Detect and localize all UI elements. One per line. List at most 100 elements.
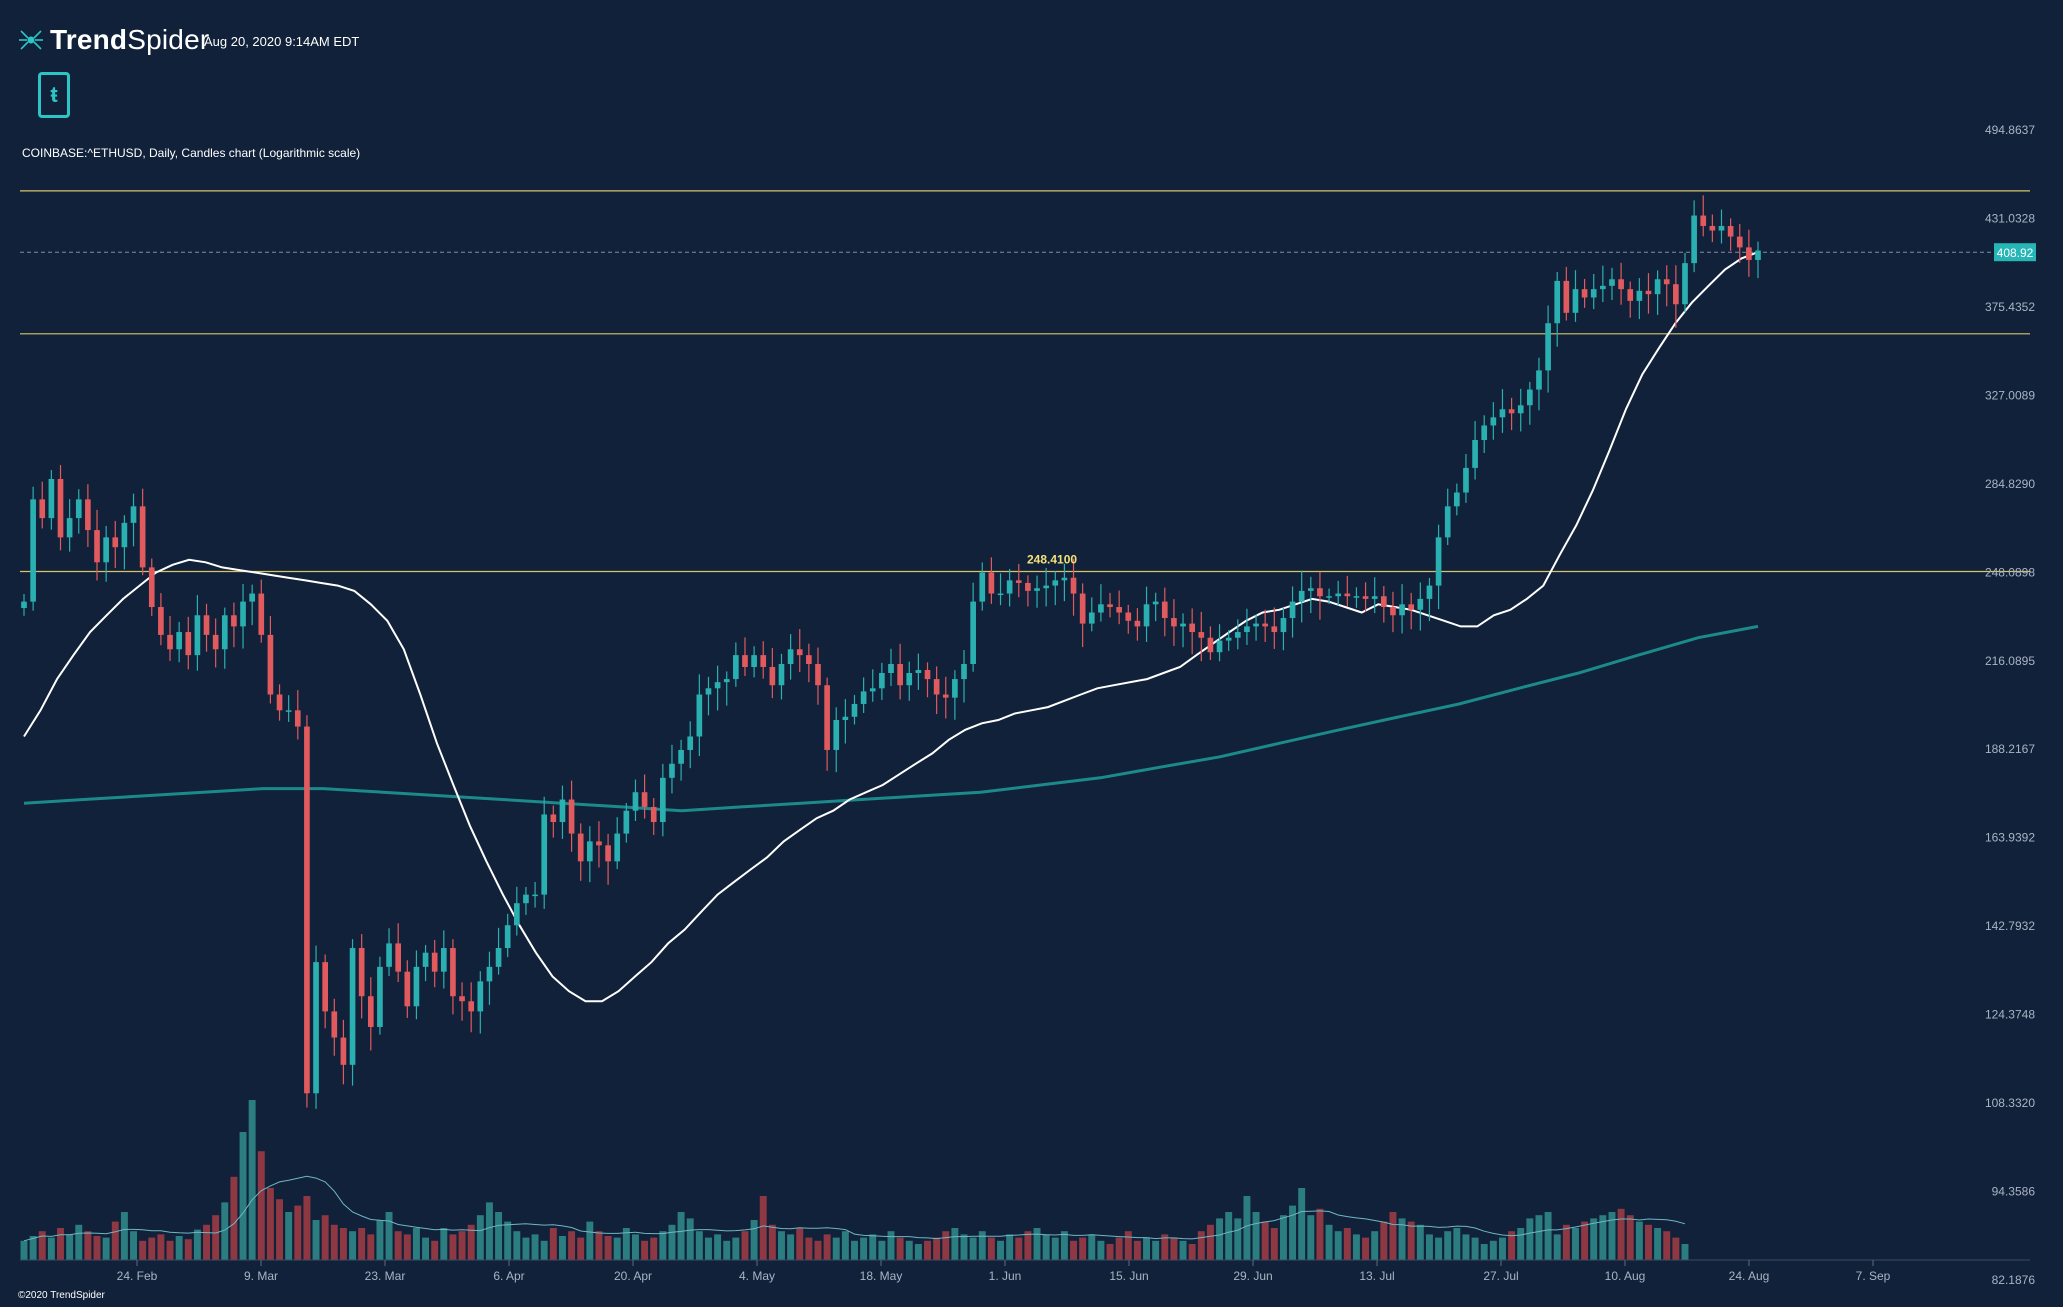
candle xyxy=(313,962,319,1094)
candle xyxy=(57,478,64,538)
volume-bar xyxy=(1635,1221,1643,1260)
x-tick-label: 9. Mar xyxy=(244,1269,278,1283)
candle xyxy=(94,530,100,563)
candle xyxy=(623,810,630,834)
volume-bar xyxy=(1425,1234,1433,1260)
volume-bar xyxy=(604,1236,612,1260)
volume-bar xyxy=(1453,1228,1461,1260)
candle xyxy=(1125,612,1132,621)
candle xyxy=(112,537,119,548)
volume-bar xyxy=(1462,1234,1470,1260)
volume-bar xyxy=(193,1229,201,1260)
ticker-badge-icon[interactable]: ŧ xyxy=(38,72,70,118)
candle xyxy=(194,615,201,656)
candle xyxy=(1034,588,1040,591)
volume-bar xyxy=(1033,1228,1041,1260)
candle xyxy=(924,669,931,680)
candle xyxy=(1673,284,1679,305)
volume-bar xyxy=(1617,1208,1625,1260)
candle xyxy=(1691,215,1697,264)
volume-bar xyxy=(303,1196,311,1260)
x-axis: 24. Feb 9. Mar 23. Mar 6. Apr 20. Apr 4. May 1… xyxy=(20,1259,2030,1283)
candle xyxy=(879,673,885,689)
y-tick-label: 327.0089 xyxy=(1985,388,2035,402)
x-tick-label: 7. Sep xyxy=(1856,1269,1891,1283)
candle xyxy=(1563,280,1570,313)
x-tick-label: 13. Jul xyxy=(1359,1269,1394,1283)
candle xyxy=(486,966,493,982)
volume-bar xyxy=(157,1234,165,1260)
candle xyxy=(888,664,894,674)
volume-bar xyxy=(1088,1234,1096,1260)
volume-bar xyxy=(1006,1234,1014,1260)
candle xyxy=(760,655,767,667)
volume-bar xyxy=(66,1234,74,1260)
volume-bar xyxy=(896,1237,904,1260)
volume-bar xyxy=(1371,1231,1379,1260)
candle xyxy=(1682,263,1688,305)
brand-name-bold: Trend xyxy=(50,24,128,55)
candle xyxy=(733,655,739,680)
volume-bar xyxy=(549,1228,557,1260)
candle xyxy=(1746,247,1752,260)
volume-bar xyxy=(1197,1231,1205,1260)
candle xyxy=(550,814,557,823)
volume-bar xyxy=(1307,1215,1315,1260)
volume-bar xyxy=(540,1240,548,1260)
candle xyxy=(696,694,703,737)
candle xyxy=(1408,604,1415,610)
candle xyxy=(1454,492,1460,507)
volume-bar xyxy=(20,1240,28,1260)
volume-bar xyxy=(266,1188,274,1260)
volume-bar xyxy=(57,1228,64,1260)
header: TrendSpider Aug 20, 2020 9:14AM EDT xyxy=(0,0,2063,80)
candle xyxy=(1380,596,1387,608)
horizontal-levels xyxy=(20,190,2030,573)
volume-bar xyxy=(75,1224,83,1260)
volume-bar xyxy=(631,1234,639,1260)
candle xyxy=(1654,279,1661,295)
volume-bar xyxy=(431,1240,439,1260)
volume-bar xyxy=(1498,1237,1506,1260)
candle xyxy=(322,962,328,1012)
candle xyxy=(523,894,529,904)
volume-bar xyxy=(248,1100,256,1260)
volume-bar xyxy=(1024,1231,1032,1260)
volume-bar xyxy=(513,1231,521,1260)
candle xyxy=(240,601,246,627)
volume-bar xyxy=(759,1196,767,1260)
volume-bar xyxy=(741,1231,749,1260)
volume-bar xyxy=(1444,1231,1452,1260)
volume-bar xyxy=(1572,1228,1579,1260)
volume-bar xyxy=(422,1237,430,1260)
candle xyxy=(568,799,575,834)
brand-logo[interactable]: TrendSpider xyxy=(18,24,209,56)
candle xyxy=(851,703,858,717)
volume-bar xyxy=(869,1234,877,1260)
candle xyxy=(349,948,356,1065)
candle xyxy=(1180,623,1186,627)
candle xyxy=(21,601,27,609)
volume-bar xyxy=(787,1234,795,1260)
volume-bar xyxy=(1070,1240,1077,1260)
volume-bar xyxy=(403,1234,411,1260)
candle xyxy=(176,632,182,650)
y-tick-label: 284.8290 xyxy=(1985,477,2035,491)
candle xyxy=(952,679,958,698)
candle xyxy=(1307,588,1314,591)
volume-bars xyxy=(20,1100,1689,1260)
candle xyxy=(1399,604,1405,616)
volume-bar xyxy=(1316,1208,1324,1260)
candle xyxy=(1527,389,1533,406)
spider-icon xyxy=(19,30,43,50)
candle xyxy=(258,593,265,635)
brand-name-light: Spider xyxy=(127,24,210,55)
volume-bar xyxy=(38,1231,46,1260)
candle xyxy=(1600,285,1606,290)
volume-bar xyxy=(1261,1221,1269,1260)
candle xyxy=(130,506,137,523)
candle xyxy=(778,664,785,686)
x-tick-label: 6. Apr xyxy=(493,1269,524,1283)
volume-bar xyxy=(814,1240,822,1260)
